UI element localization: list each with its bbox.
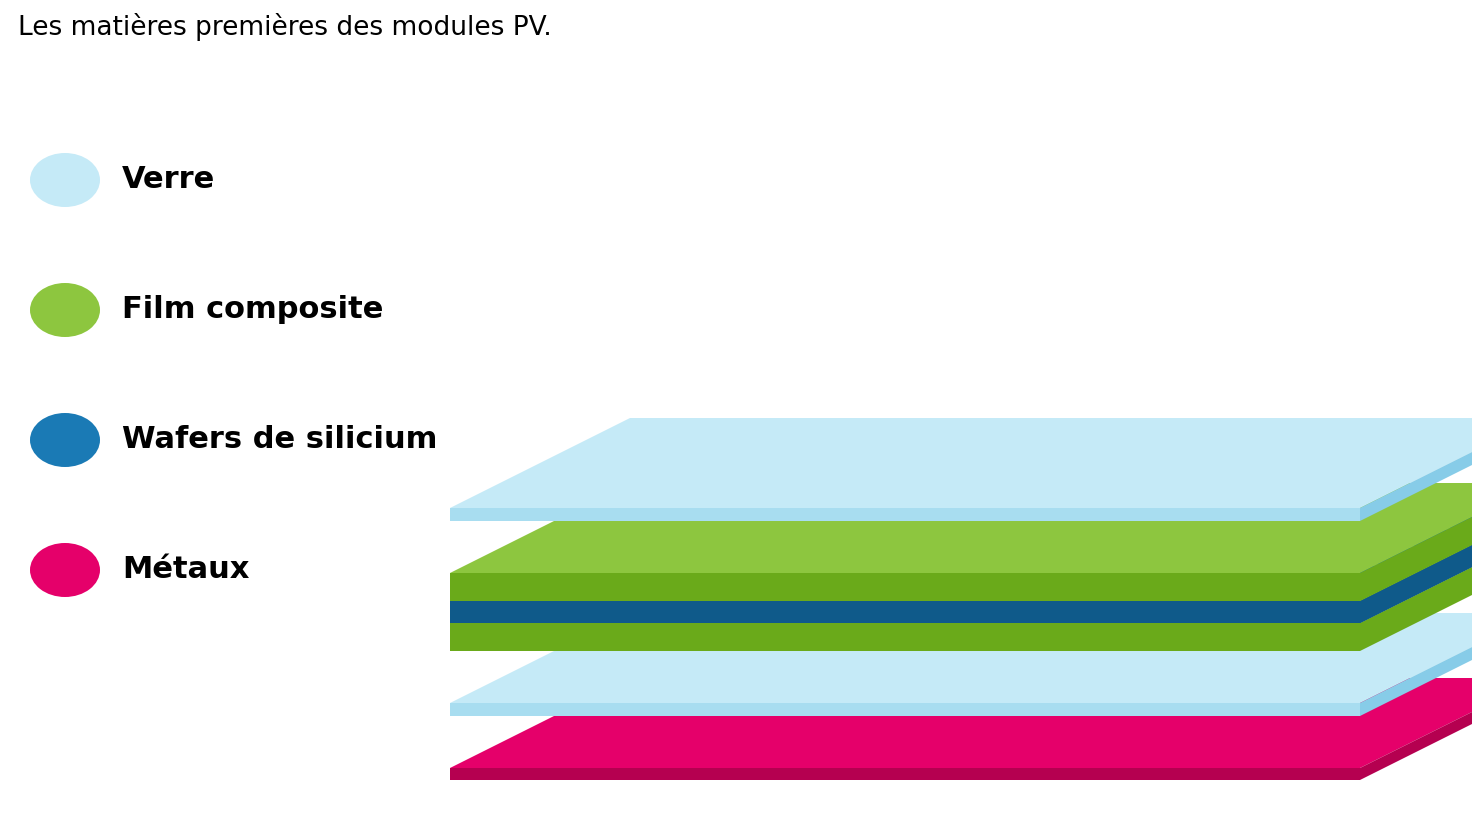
Polygon shape [1360, 511, 1472, 623]
Polygon shape [930, 548, 1060, 564]
Polygon shape [450, 623, 1360, 651]
Polygon shape [1198, 565, 1326, 583]
Polygon shape [1360, 483, 1472, 601]
Text: Verre: Verre [122, 165, 215, 195]
Polygon shape [526, 548, 655, 564]
Polygon shape [450, 418, 1472, 508]
Polygon shape [598, 512, 727, 529]
Polygon shape [450, 703, 1360, 716]
Polygon shape [699, 512, 829, 529]
Polygon shape [450, 613, 1472, 703]
Polygon shape [1133, 548, 1262, 564]
Polygon shape [1061, 584, 1189, 600]
Polygon shape [450, 678, 1472, 768]
Polygon shape [729, 548, 857, 564]
Ellipse shape [29, 283, 100, 337]
Polygon shape [450, 483, 1472, 573]
Polygon shape [450, 508, 1360, 521]
Polygon shape [657, 584, 785, 600]
Polygon shape [450, 511, 1472, 601]
Polygon shape [1234, 548, 1363, 564]
Polygon shape [450, 511, 1472, 601]
Polygon shape [758, 584, 886, 600]
Polygon shape [555, 584, 684, 600]
Polygon shape [1204, 512, 1334, 529]
Polygon shape [901, 512, 1030, 529]
Polygon shape [801, 512, 929, 529]
Polygon shape [664, 529, 792, 546]
Polygon shape [1407, 512, 1472, 529]
Polygon shape [1360, 533, 1472, 651]
Polygon shape [793, 565, 923, 583]
Polygon shape [1032, 548, 1160, 564]
Polygon shape [450, 533, 1472, 623]
Polygon shape [1335, 548, 1463, 564]
Polygon shape [1360, 511, 1472, 623]
Polygon shape [960, 584, 1089, 600]
Polygon shape [450, 601, 1360, 623]
Polygon shape [895, 565, 1023, 583]
Polygon shape [627, 548, 757, 564]
Polygon shape [1360, 678, 1472, 780]
Polygon shape [1270, 529, 1398, 546]
Polygon shape [490, 565, 620, 583]
Polygon shape [866, 529, 994, 546]
Polygon shape [1161, 584, 1291, 600]
Polygon shape [1263, 584, 1393, 600]
Text: Wafers de silicium: Wafers de silicium [122, 426, 437, 454]
Polygon shape [450, 573, 1360, 601]
Polygon shape [1104, 512, 1232, 529]
Polygon shape [562, 529, 690, 546]
Polygon shape [995, 565, 1125, 583]
Text: Les matières premières des modules PV.: Les matières premières des modules PV. [18, 13, 552, 41]
Polygon shape [1370, 529, 1472, 546]
Polygon shape [1067, 529, 1197, 546]
Polygon shape [1298, 565, 1428, 583]
Polygon shape [455, 584, 583, 600]
Polygon shape [592, 565, 720, 583]
Ellipse shape [29, 543, 100, 597]
Polygon shape [967, 529, 1095, 546]
Polygon shape [1169, 529, 1298, 546]
Polygon shape [829, 548, 958, 564]
Polygon shape [764, 529, 894, 546]
Polygon shape [1306, 512, 1435, 529]
Text: Film composite: Film composite [122, 296, 383, 325]
Polygon shape [450, 768, 1360, 780]
Polygon shape [1360, 418, 1472, 521]
Polygon shape [692, 565, 821, 583]
Polygon shape [1360, 613, 1472, 716]
Ellipse shape [29, 153, 100, 207]
Text: Métaux: Métaux [122, 555, 249, 584]
Ellipse shape [29, 413, 100, 467]
Polygon shape [1097, 565, 1226, 583]
Polygon shape [858, 584, 988, 600]
Polygon shape [1002, 512, 1132, 529]
Polygon shape [450, 601, 1360, 623]
